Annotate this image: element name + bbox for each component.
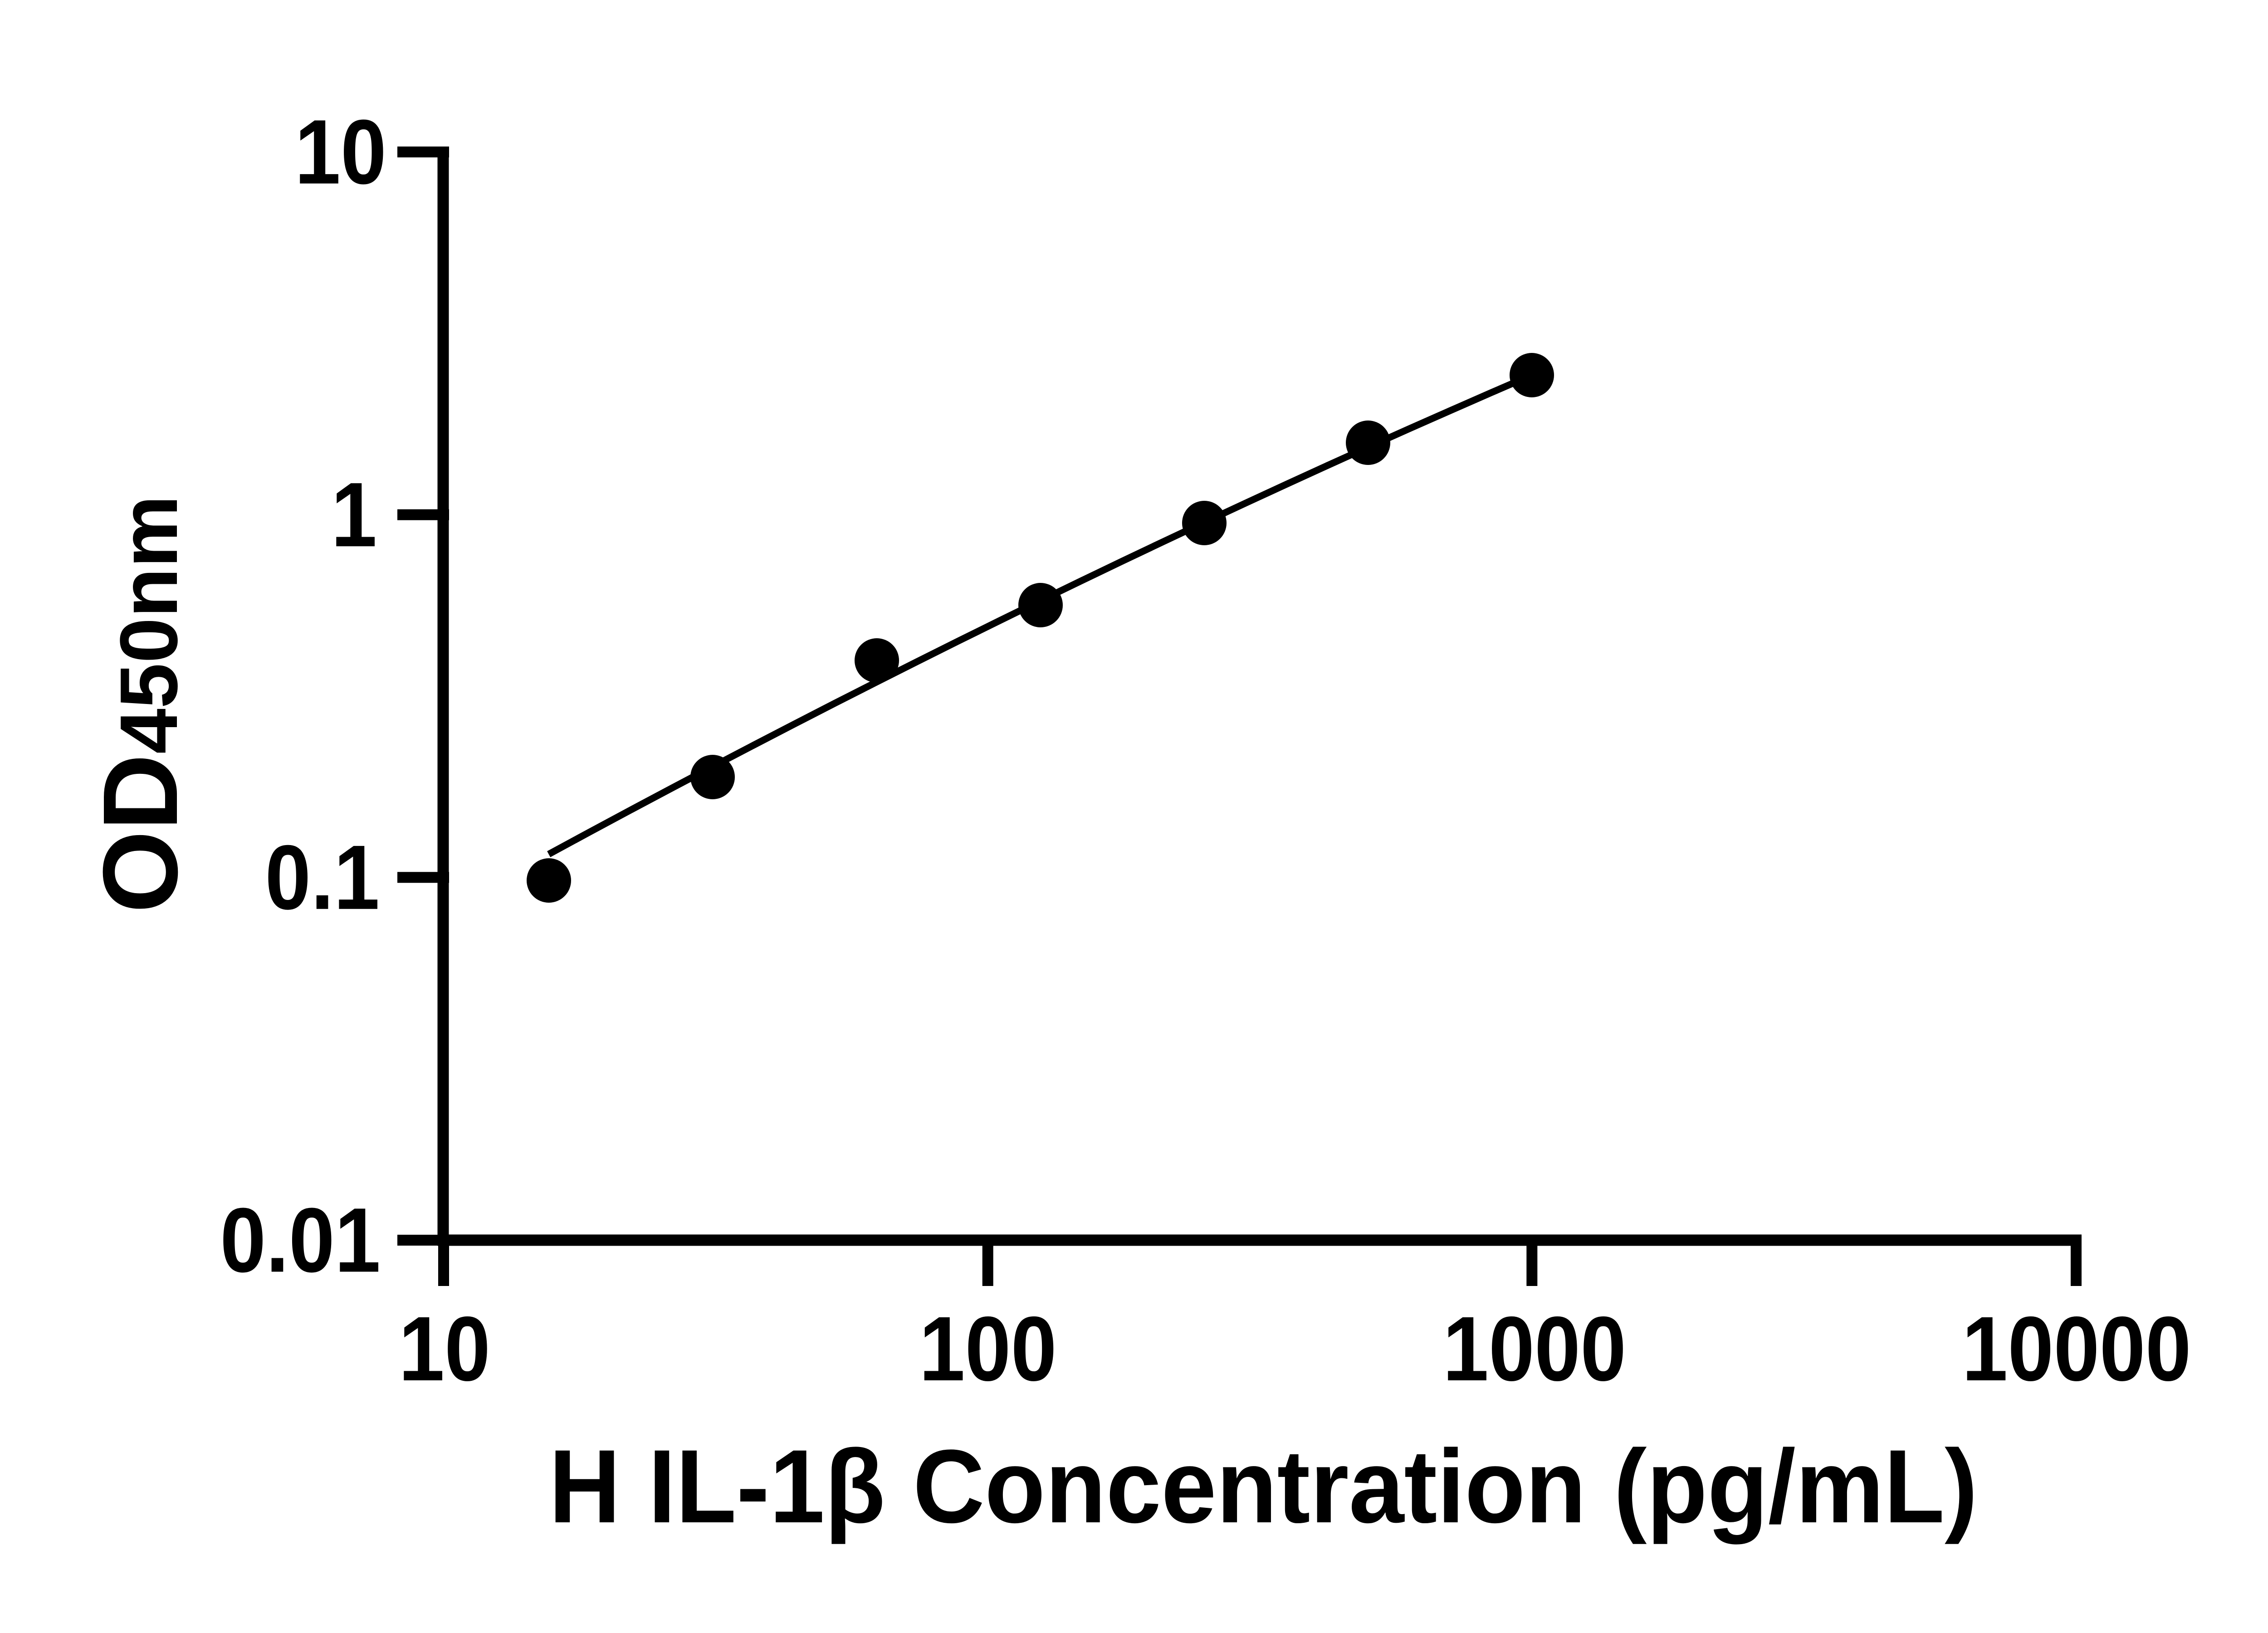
svg-text:10000: 10000	[1962, 1297, 2191, 1400]
svg-text:0.1: 0.1	[265, 826, 380, 929]
svg-text:0.01: 0.01	[220, 1189, 381, 1291]
svg-text:1000: 1000	[1443, 1297, 1626, 1400]
svg-text:10: 10	[399, 1297, 490, 1400]
svg-text:H IL-1β Concentration (pg/mL): H IL-1β Concentration (pg/mL)	[549, 1428, 1978, 1545]
svg-text:1: 1	[331, 463, 377, 566]
svg-text:OD450nm: OD450nm	[81, 495, 200, 913]
svg-text:10: 10	[295, 101, 386, 203]
svg-text:100: 100	[919, 1297, 1056, 1400]
